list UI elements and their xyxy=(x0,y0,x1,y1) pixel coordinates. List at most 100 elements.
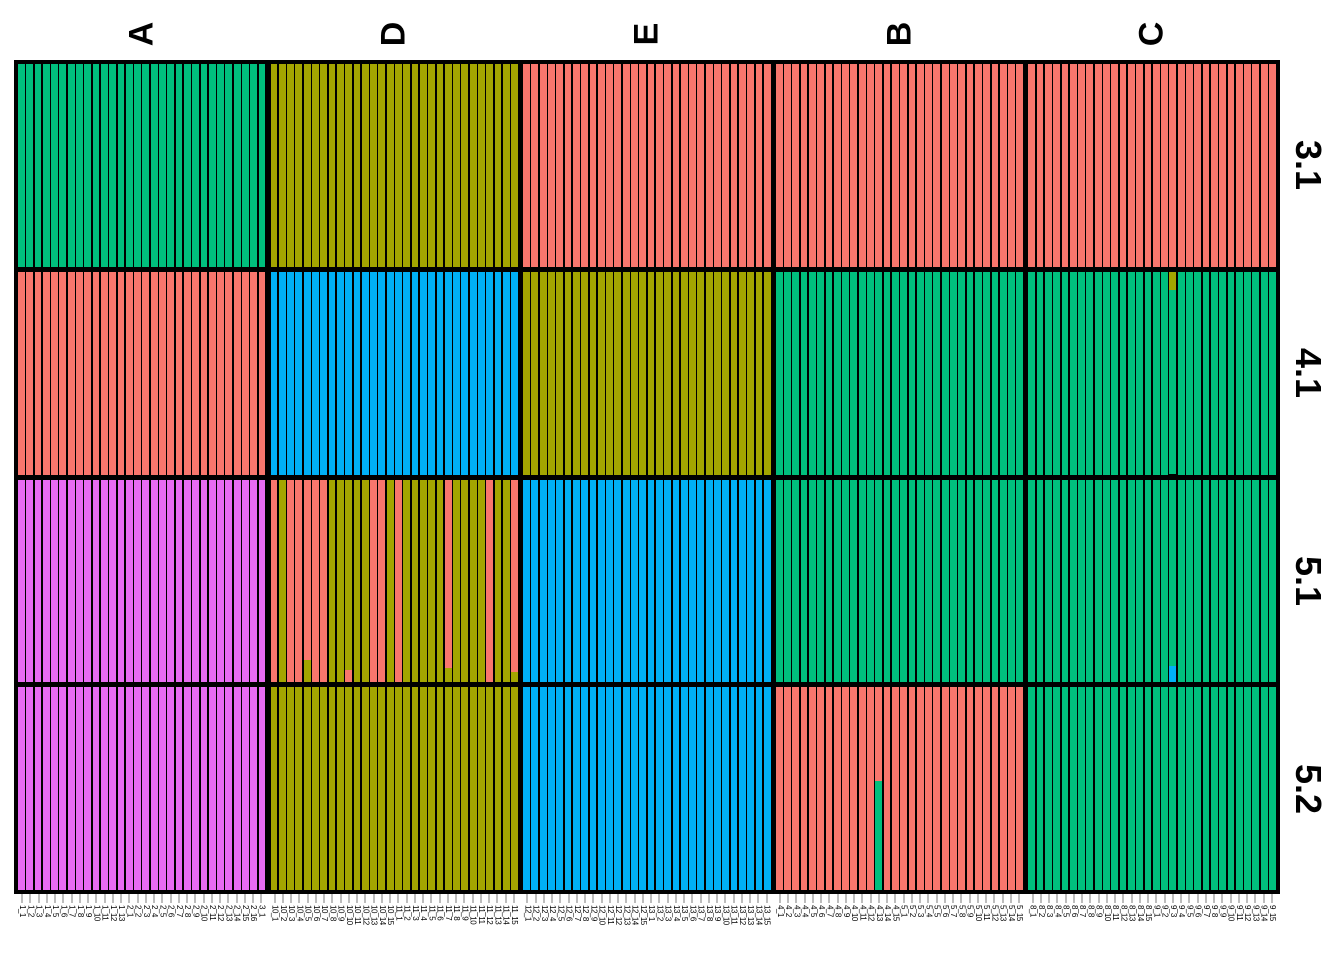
bar-segment xyxy=(370,687,377,890)
individual-bar xyxy=(738,687,746,890)
individual-bar xyxy=(26,271,34,475)
individual-bar xyxy=(208,687,216,890)
label-slot: 4_13 xyxy=(875,905,884,957)
bar-segment xyxy=(572,64,580,267)
individual-bar xyxy=(26,479,34,683)
axis-tick xyxy=(210,894,213,903)
cell-E-4.1 xyxy=(523,271,771,475)
tick-slot xyxy=(134,894,142,904)
individual-id-label: 12_11 xyxy=(605,905,615,925)
tick-slot xyxy=(606,894,614,904)
bar-segment xyxy=(478,479,485,683)
axis-tick xyxy=(446,894,449,903)
bar-segment xyxy=(117,687,125,890)
bar-segment xyxy=(941,687,949,890)
cell-B-5.2 xyxy=(775,687,1024,890)
individual-id-label: 4_11 xyxy=(858,905,868,921)
bar-segment xyxy=(933,271,941,475)
individual-bar xyxy=(1016,687,1024,890)
bar-segment xyxy=(1260,687,1268,890)
tick-slot xyxy=(370,894,378,904)
individual-bar xyxy=(858,479,866,683)
axis-tick xyxy=(608,894,611,903)
label-group-E: 12_1 12_2 12_3 12_4 12_5 12_6 12_7 12_8 12_9 12_1… xyxy=(523,905,771,957)
bar-segment xyxy=(67,64,75,267)
bar-segment xyxy=(891,64,899,267)
bar-segment xyxy=(755,271,763,475)
bar-segment xyxy=(395,687,402,890)
axis-tick xyxy=(1237,894,1240,903)
label-slot: 1_12 xyxy=(109,905,118,957)
bar-segment xyxy=(1144,687,1152,890)
axis-tick xyxy=(943,894,946,903)
individual-bar xyxy=(523,271,530,475)
axis-tick xyxy=(1056,894,1059,903)
individual-bar xyxy=(1252,271,1260,475)
axis-tick xyxy=(650,894,653,903)
individual-bar xyxy=(800,271,808,475)
individual-bar xyxy=(328,271,336,475)
bar-segment xyxy=(730,64,738,267)
individual-id-label: 11_7 xyxy=(443,905,453,921)
bar-segment xyxy=(361,687,369,890)
axis-tick xyxy=(314,894,317,903)
cell-D-5.2 xyxy=(270,687,519,890)
bar-segment xyxy=(42,271,50,475)
axis-tick xyxy=(389,894,392,903)
tick-slot xyxy=(1086,894,1094,904)
bar-segment xyxy=(792,687,800,890)
individual-bar xyxy=(51,687,58,890)
label-slot: 10_5 xyxy=(304,905,313,957)
individual-bar xyxy=(469,479,477,683)
individual-id-label: 8_7 xyxy=(1078,905,1088,917)
bar-segment xyxy=(42,64,50,267)
individual-bar xyxy=(730,271,738,475)
individual-bar xyxy=(883,271,891,475)
bar-segment xyxy=(883,479,891,683)
individual-bar xyxy=(556,64,564,267)
individual-bar xyxy=(411,479,419,683)
label-slot: 13_12 xyxy=(738,905,747,957)
axis-tick xyxy=(21,894,24,903)
individual-id-label: 9_12 xyxy=(1243,905,1253,921)
bar-segment xyxy=(34,479,42,683)
bar-segment xyxy=(258,687,266,890)
bar-segment xyxy=(1269,271,1276,475)
bar-segment xyxy=(200,479,208,683)
bar-segment xyxy=(689,64,696,267)
bar-segment xyxy=(800,479,808,683)
tick-slot xyxy=(1185,894,1193,904)
bar-segment xyxy=(502,687,510,890)
label-slot: 2_10 xyxy=(200,905,209,957)
individual-bar xyxy=(1069,64,1077,267)
individual-bar xyxy=(999,64,1007,267)
axis-tick xyxy=(778,894,781,903)
cell-C-5.1 xyxy=(1028,479,1276,683)
individual-bar xyxy=(411,271,419,475)
individual-bar xyxy=(250,479,258,683)
bar-segment xyxy=(523,271,530,475)
tick-slot xyxy=(1053,894,1061,904)
bar-segment xyxy=(453,479,460,683)
label-slot: 10_14 xyxy=(378,905,387,957)
axis-tick xyxy=(161,894,164,903)
individual-id-label: 4_12 xyxy=(866,905,876,921)
tick-slot xyxy=(738,894,746,904)
individual-bar xyxy=(1169,687,1177,890)
bar-segment xyxy=(233,687,241,890)
individual-bar xyxy=(361,271,369,475)
bar-segment xyxy=(689,271,696,475)
cell-A-5.1 xyxy=(18,479,266,683)
bar-segment xyxy=(523,479,530,683)
individual-id-label: 9_7 xyxy=(1201,905,1211,917)
individual-id-label: 12_12 xyxy=(614,905,624,925)
individual-bar xyxy=(117,479,125,683)
label-slot: 4_3 xyxy=(792,905,801,957)
axis-tick xyxy=(559,894,562,903)
tick-slot xyxy=(1177,894,1185,904)
bar-segment xyxy=(117,271,125,475)
cell-B-5.1 xyxy=(775,479,1024,683)
individual-bar xyxy=(958,479,966,683)
bar-segment xyxy=(511,672,518,683)
individual-id-label: 9_13 xyxy=(1251,905,1261,921)
